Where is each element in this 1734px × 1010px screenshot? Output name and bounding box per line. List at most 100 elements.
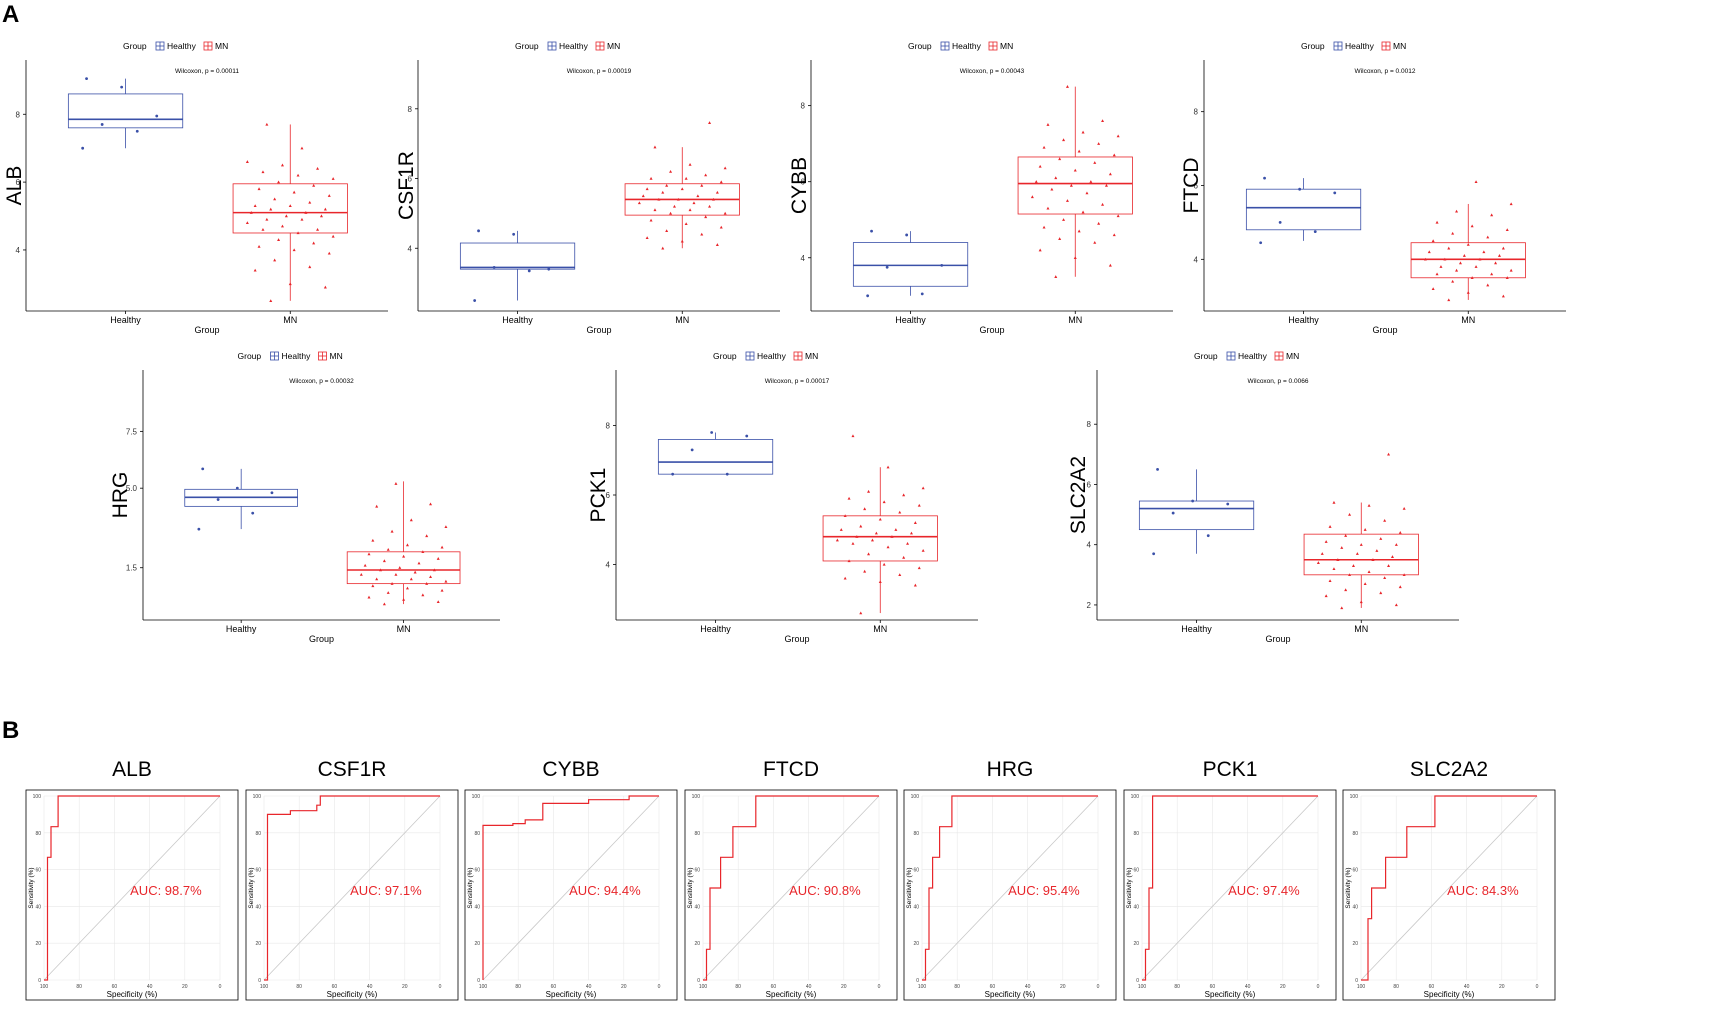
data-point [882, 562, 886, 566]
y-tick-label: 2 [1087, 601, 1092, 610]
data-point [135, 129, 139, 133]
roc-title: ALB [112, 758, 152, 781]
legend-label-healthy: Healthy [1345, 41, 1375, 51]
data-point [304, 211, 308, 214]
legend-label-mn: MN [1286, 351, 1299, 361]
x-axis-label: Specificity (%) [766, 990, 817, 999]
data-point [1367, 503, 1371, 507]
data-point [1387, 564, 1391, 567]
y-tick-label: 4 [1087, 541, 1092, 550]
data-point [1101, 202, 1105, 206]
x-tick-label: 20 [841, 984, 847, 990]
data-point [645, 187, 649, 191]
data-point [649, 176, 653, 180]
box-mn [346, 481, 461, 606]
legend-title: Group [515, 41, 539, 51]
roc-title: PCK1 [1203, 758, 1258, 781]
data-point [251, 511, 255, 515]
data-point [100, 123, 104, 126]
box-mn [1410, 180, 1526, 302]
data-point [1509, 202, 1513, 206]
legend-key-mn [203, 41, 213, 51]
data-point [1402, 506, 1406, 510]
data-point [436, 600, 440, 604]
data-point [1423, 257, 1427, 261]
data-point [398, 566, 402, 569]
data-point [725, 472, 729, 476]
data-point [692, 201, 696, 205]
y-tick-label: 20 [35, 941, 41, 947]
data-point [1062, 218, 1066, 221]
legend-title: Group [908, 41, 932, 51]
x-tick-label: MN [397, 624, 411, 634]
data-point [719, 180, 723, 184]
y-tick-label: 60 [255, 868, 261, 874]
legend-label-healthy: Healthy [952, 41, 982, 51]
x-axis-label: Group [586, 325, 611, 335]
data-point [637, 201, 641, 205]
data-point [913, 583, 917, 587]
x-tick-label: 60 [1429, 984, 1435, 990]
box-iqr [657, 439, 774, 475]
data-point [1348, 573, 1352, 577]
data-point [863, 569, 867, 573]
data-point [1226, 502, 1230, 506]
y-axis-label: PCK1 [587, 468, 610, 523]
data-point [375, 577, 379, 581]
data-point [671, 472, 675, 476]
data-point [1474, 180, 1478, 184]
data-point [1077, 229, 1081, 233]
data-point [665, 229, 669, 233]
roc-ftcd: 100 80 60 40 20 0 0 20 40 60 80 100 Specificity (%) S… [684, 758, 898, 1001]
box-healthy [67, 77, 184, 150]
x-axis-label: Group [1265, 634, 1290, 644]
roc-title: CYBB [542, 758, 599, 781]
data-point [235, 486, 239, 490]
y-tick-label: 40 [913, 904, 919, 910]
data-point [390, 582, 394, 585]
y-tick-label: 80 [913, 831, 919, 837]
y-axis-label: Sensitivity (%) [1126, 867, 1133, 908]
data-point [432, 568, 436, 572]
data-point [851, 434, 855, 438]
data-point [253, 268, 257, 272]
y-axis-label: ALB [3, 166, 26, 206]
data-point [1443, 257, 1447, 261]
data-point [405, 543, 409, 547]
wilcoxon-annotation: Wilcoxon, p = 0.00032 [289, 378, 354, 385]
data-point [296, 231, 300, 235]
x-tick-label: 20 [182, 984, 188, 990]
x-tick-label: 80 [515, 984, 521, 990]
data-point [913, 521, 917, 524]
roc-cybb: 100 80 60 40 20 0 0 20 40 60 80 100 Specificity (%) S… [464, 758, 678, 1001]
x-tick-label: MN [1068, 315, 1082, 325]
box-iqr [1303, 533, 1419, 576]
x-tick-label: 80 [735, 984, 741, 990]
legend-label-mn: MN [607, 41, 620, 51]
x-tick-label: 60 [551, 984, 557, 990]
data-point [512, 232, 516, 236]
data-point [1355, 552, 1359, 555]
data-point [269, 207, 273, 211]
x-tick-label: 20 [1499, 984, 1505, 990]
x-tick-label: Healthy [226, 624, 257, 634]
data-point [1085, 191, 1089, 195]
y-tick-label: 6 [1087, 480, 1092, 489]
x-tick-label: 60 [332, 984, 338, 990]
data-point [1069, 183, 1073, 187]
data-point [363, 563, 367, 567]
box-mn [232, 122, 348, 303]
data-point [835, 538, 839, 542]
data-point [319, 214, 323, 218]
legend-label-mn: MN [805, 351, 818, 361]
data-point [711, 197, 715, 201]
data-point [1379, 537, 1383, 540]
data-point [696, 194, 700, 198]
box-iqr [1138, 500, 1255, 531]
roc-frame [1123, 789, 1337, 1001]
data-point [1097, 142, 1101, 145]
data-point [917, 503, 921, 507]
data-point [688, 208, 692, 212]
data-point [1046, 206, 1050, 210]
data-point [331, 234, 335, 238]
